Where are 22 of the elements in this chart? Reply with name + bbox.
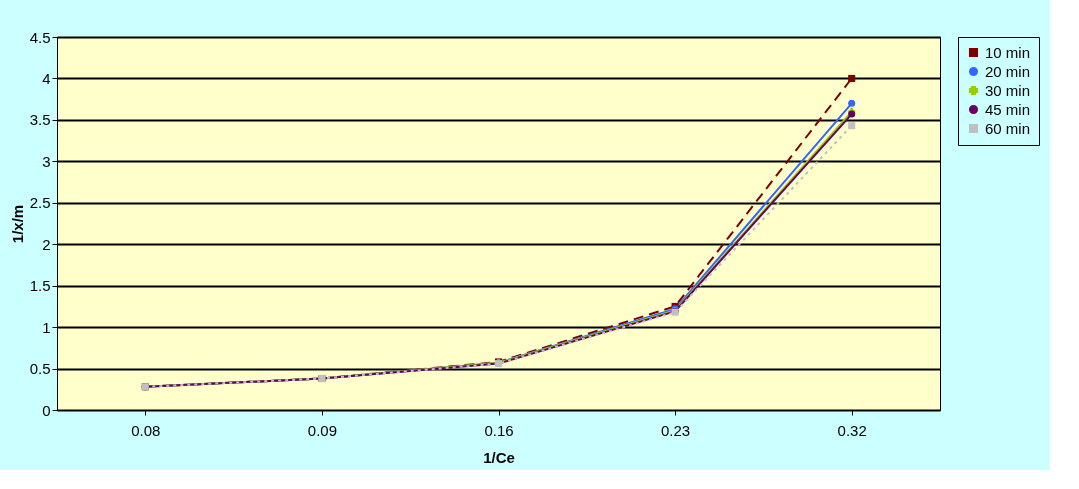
y-tick-label: 2 — [42, 235, 51, 253]
y-tick-label: 4 — [42, 69, 51, 87]
x-tick-label: 0.16 — [484, 421, 514, 439]
legend-label: 20 min — [985, 62, 1031, 80]
y-axis-title: 1/x/m — [8, 204, 26, 244]
legend-label: 10 min — [985, 43, 1031, 61]
y-tick-label: 3.5 — [29, 111, 51, 129]
x-tick-label: 0.32 — [837, 421, 867, 439]
x-tick-label: 0.23 — [661, 421, 691, 439]
x-tick-label: 0.08 — [131, 421, 161, 439]
y-tick-label: 1.5 — [29, 277, 51, 295]
y-tick-label: 2.5 — [29, 194, 51, 212]
legend-label: 60 min — [985, 119, 1031, 137]
y-tick-label: 0 — [42, 401, 51, 419]
legend-label: 45 min — [985, 100, 1031, 118]
legend-label: 30 min — [985, 81, 1031, 99]
y-tick-label: 3 — [42, 152, 51, 170]
x-tick-label: 0.09 — [307, 421, 337, 439]
x-axis-title: 1/Ce — [483, 448, 515, 466]
y-tick-label: 1 — [42, 318, 51, 336]
y-tick-label: 0.5 — [29, 360, 51, 378]
y-tick-label: 4.5 — [29, 28, 51, 46]
